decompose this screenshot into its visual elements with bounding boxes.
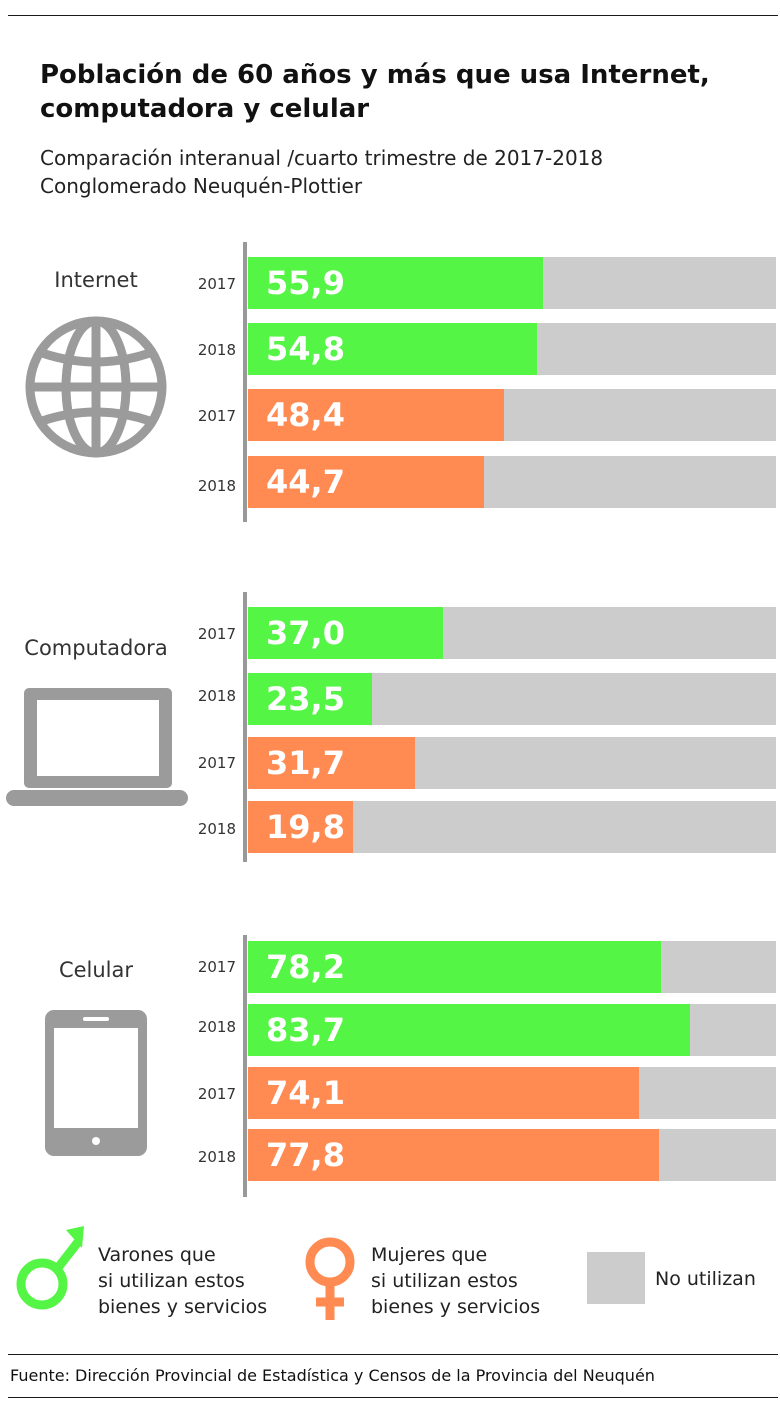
axis-celular (243, 935, 247, 1197)
group-label-computadora: Computadora (24, 636, 168, 660)
bar-track: 55,9 (248, 257, 776, 309)
year-label: 2018 (197, 820, 236, 838)
footer-rule (8, 1354, 778, 1355)
year-label: 2018 (197, 341, 236, 359)
bottom-rule (8, 1397, 778, 1398)
year-label: 2017 (197, 407, 236, 425)
bar-value-label: 55,9 (266, 264, 345, 302)
bar-value-label: 83,7 (266, 1011, 345, 1049)
source-footer: Fuente: Dirección Provincial de Estadíst… (10, 1366, 655, 1385)
year-label: 2018 (197, 1148, 236, 1166)
year-label: 2017 (197, 275, 236, 293)
axis-internet (243, 242, 247, 522)
chart-subtitle: Comparación interanual /cuarto trimestre… (40, 144, 760, 200)
bar-track: 77,8 (248, 1129, 776, 1181)
bar-track: 19,8 (248, 801, 776, 853)
legend-varones-line: si utilizan estos (98, 1270, 245, 1292)
legend-no-utilizan: No utilizan (655, 1268, 756, 1290)
legend-mujeres-line: bienes y servicios (371, 1296, 541, 1318)
chart-title: Población de 60 años y más que usa Inter… (40, 60, 710, 124)
legend-varones-line: Varones que (98, 1244, 216, 1266)
bar-track: 37,0 (248, 607, 776, 659)
bar-value-label: 48,4 (266, 396, 345, 434)
year-label: 2017 (197, 625, 236, 643)
bar-track: 31,7 (248, 737, 776, 789)
top-rule (8, 15, 778, 16)
legend-varones-line: bienes y servicios (98, 1296, 268, 1318)
female-symbol-icon (305, 1237, 355, 1320)
bar-fill (248, 257, 543, 309)
group-label-internet: Internet (54, 268, 138, 292)
bar-value-label: 54,8 (266, 330, 345, 368)
bar-fill (248, 801, 353, 853)
year-label: 2018 (197, 477, 236, 495)
bar-value-label: 44,7 (266, 463, 345, 501)
axis-computadora (243, 592, 247, 862)
male-symbol-icon (16, 1226, 84, 1310)
legend-mujeres: Mujeres que si utilizan estos bienes y s… (371, 1242, 540, 1320)
cellphone-icon (45, 1010, 147, 1156)
globe-icon (25, 316, 167, 458)
legend-no-utilizan-swatch (587, 1252, 645, 1304)
bar-track: 48,4 (248, 389, 776, 441)
bar-value-label: 23,5 (266, 680, 345, 718)
bar-track: 23,5 (248, 673, 776, 725)
year-label: 2017 (197, 754, 236, 772)
bar-value-label: 74,1 (266, 1074, 345, 1112)
bar-value-label: 31,7 (266, 744, 345, 782)
bar-track: 44,7 (248, 456, 776, 508)
group-label-celular: Celular (58, 958, 134, 982)
year-label: 2017 (197, 1085, 236, 1103)
bar-value-label: 37,0 (266, 614, 345, 652)
bar-value-label: 78,2 (266, 948, 345, 986)
legend-mujeres-line: si utilizan estos (371, 1270, 518, 1292)
bar-fill (248, 1004, 690, 1056)
subtitle-line-2: Conglomerado Neuquén-Plottier (40, 174, 363, 198)
bar-fill (248, 323, 537, 375)
bar-fill (248, 1067, 639, 1119)
bar-fill (248, 673, 372, 725)
legend-varones: Varones que si utilizan estos bienes y s… (98, 1242, 267, 1320)
bar-track: 83,7 (248, 1004, 776, 1056)
bar-track: 74,1 (248, 1067, 776, 1119)
legend-mujeres-line: Mujeres que (371, 1244, 488, 1266)
bar-value-label: 77,8 (266, 1136, 345, 1174)
bar-fill (248, 1129, 659, 1181)
bar-fill (248, 737, 415, 789)
year-label: 2018 (197, 1018, 236, 1036)
laptop-icon (6, 688, 188, 806)
bar-track: 54,8 (248, 323, 776, 375)
bar-value-label: 19,8 (266, 808, 345, 846)
subtitle-line-1: Comparación interanual /cuarto trimestre… (40, 146, 604, 170)
bar-track: 78,2 (248, 941, 776, 993)
bar-fill (248, 389, 504, 441)
bar-fill (248, 456, 484, 508)
year-label: 2018 (197, 687, 236, 705)
bar-fill (248, 607, 443, 659)
bar-fill (248, 941, 661, 993)
year-label: 2017 (197, 958, 236, 976)
